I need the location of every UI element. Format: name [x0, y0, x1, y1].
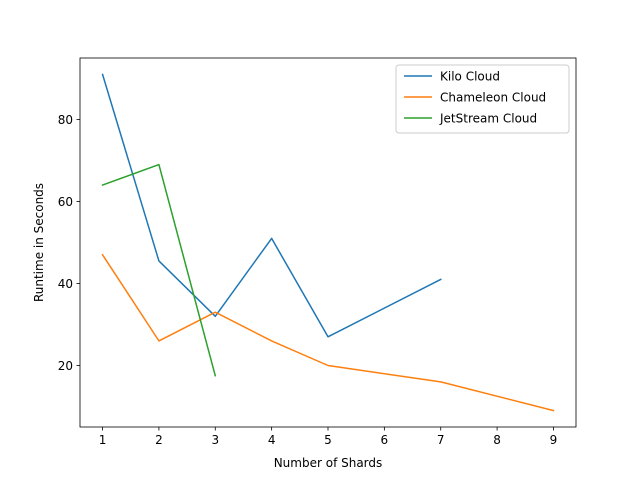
- y-tick-label: 20: [58, 359, 73, 373]
- x-tick-label: 7: [437, 433, 445, 447]
- x-tick-label: 8: [493, 433, 501, 447]
- x-tick-label: 3: [211, 433, 219, 447]
- x-tick-label: 4: [268, 433, 276, 447]
- y-axis-label: Runtime in Seconds: [32, 183, 46, 302]
- legend: Kilo Cloud Chameleon Cloud JetStream Cloud: [395, 64, 570, 134]
- legend-label-jetstream-cloud: JetStream Cloud: [439, 111, 537, 125]
- x-tick-label: 9: [550, 433, 558, 447]
- series-layer: [101, 73, 555, 412]
- x-tick-label: 2: [155, 433, 163, 447]
- series-line-kilo-cloud: [101, 73, 442, 338]
- y-tick-label: 40: [58, 277, 73, 291]
- x-tick-label: 6: [381, 433, 389, 447]
- legend-label-chameleon-cloud: Chameleon Cloud: [440, 90, 546, 104]
- x-tick-label: 1: [99, 433, 107, 447]
- legend-box: [395, 64, 570, 134]
- y-tick-label: 80: [58, 113, 73, 127]
- y-tick-label: 60: [58, 195, 73, 209]
- x-axis-label: Number of Shards: [274, 456, 383, 470]
- axes-layer: 1 2 3 4 5 6 7 8 9 20 40 60 80: [58, 57, 577, 447]
- series-line-jetstream-cloud: [101, 163, 217, 377]
- series-line-chameleon-cloud: [101, 253, 555, 412]
- x-tick-label: 5: [324, 433, 332, 447]
- legend-label-kilo-cloud: Kilo Cloud: [440, 69, 500, 83]
